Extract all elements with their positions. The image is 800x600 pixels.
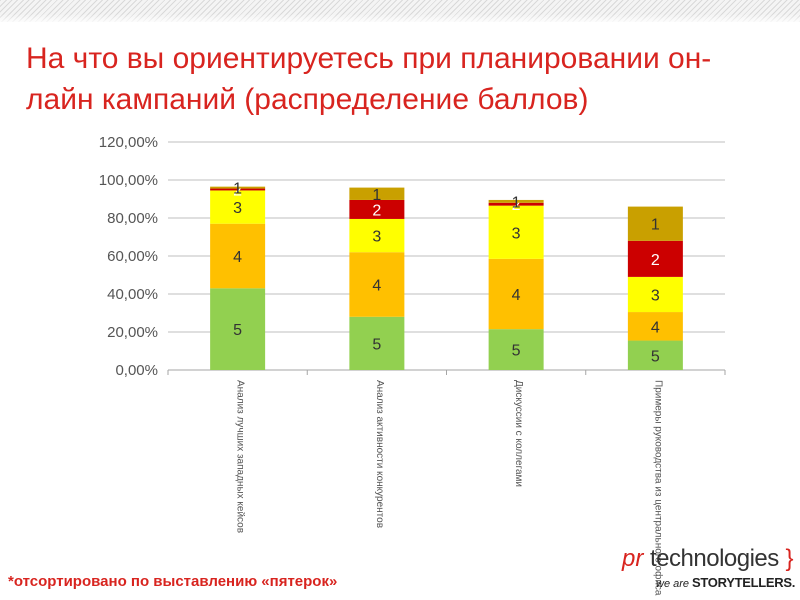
- logo-pr: pr: [622, 545, 644, 572]
- segment-label: 1: [233, 181, 242, 198]
- bar-segment: [210, 190, 266, 224]
- bar-segment: [488, 202, 544, 206]
- bar-segment: [349, 199, 405, 219]
- segment-label: 5: [651, 348, 660, 365]
- bar-segment: [627, 276, 683, 313]
- segment-label: 2: [512, 197, 521, 214]
- footnote: *отсортировано по выставлению «пятерок»: [8, 573, 338, 590]
- segment-label: 4: [512, 287, 521, 304]
- y-tick-label: 80,00%: [107, 210, 158, 227]
- category-label-group: Примеры руководства из центрального офис…: [652, 380, 664, 596]
- bar-segment: [627, 340, 683, 370]
- bar-segment: [488, 258, 544, 330]
- logo-line1: pr technologies }: [622, 545, 793, 573]
- bar-segment: [349, 187, 405, 200]
- segment-label: 5: [512, 343, 521, 360]
- y-tick-label: 120,00%: [99, 134, 158, 151]
- segment-label: 2: [233, 183, 242, 200]
- y-tick-label: 60,00%: [107, 248, 158, 265]
- category-label-group: Дискуссии с коллегами: [513, 380, 524, 487]
- bar-segment: [210, 186, 266, 189]
- logo-storytellers: STORYTELLERS.: [692, 575, 796, 590]
- logo-technologies: technologies: [650, 545, 779, 572]
- segment-label: 4: [372, 278, 381, 295]
- segment-label: 4: [651, 319, 660, 336]
- segment-label: 5: [233, 322, 242, 339]
- company-logo: pr technologies } we are STORYTELLERS.: [622, 545, 800, 600]
- x-category-label: Примеры руководства из центрального офис…: [652, 380, 664, 596]
- bar-segment: [210, 188, 266, 191]
- y-tick-label: 100,00%: [99, 172, 158, 189]
- segment-label: 3: [372, 229, 381, 246]
- bar-segment: [349, 316, 405, 370]
- y-tick-label: 40,00%: [107, 286, 158, 303]
- y-tick-label: 0,00%: [115, 362, 158, 379]
- segment-label: 2: [651, 252, 660, 269]
- segment-label: 1: [651, 217, 660, 234]
- logo-we-are: we are: [656, 578, 690, 590]
- segment-label: 1: [512, 194, 521, 211]
- category-label-group: Анализ активности конкурентов: [374, 380, 385, 528]
- bar-segment: [349, 218, 405, 253]
- x-category-label: Анализ активности конкурентов: [374, 380, 385, 528]
- segment-label: 3: [651, 287, 660, 304]
- segment-label: 2: [372, 202, 381, 219]
- x-category-label: Анализ лучших западных кейсов: [235, 380, 246, 533]
- category-label-group: Анализ лучших западных кейсов: [235, 380, 246, 533]
- x-category-label: Дискуссии с коллегами: [513, 380, 524, 487]
- slide-title: На что вы ориентируетесь при планировани…: [26, 42, 712, 116]
- logo-brace: }: [785, 545, 794, 572]
- segment-label: 3: [512, 225, 521, 242]
- bar-segment: [488, 205, 544, 259]
- bar-segment: [627, 240, 683, 277]
- bar-segment: [627, 312, 683, 341]
- bar-segment: [349, 252, 405, 317]
- logo-line2: we are STORYTELLERS.: [656, 575, 795, 590]
- bar-segment: [210, 288, 266, 370]
- top-decor-fade: [0, 14, 800, 24]
- bar-segment: [210, 223, 266, 289]
- bar-segment: [488, 329, 544, 370]
- bar-segment: [488, 199, 544, 203]
- segment-label: 1: [372, 187, 381, 204]
- y-tick-label: 20,00%: [107, 324, 158, 341]
- segment-label: 3: [233, 200, 242, 217]
- segment-label: 5: [372, 336, 381, 353]
- bar-segment: [627, 206, 683, 241]
- segment-label: 4: [233, 249, 242, 266]
